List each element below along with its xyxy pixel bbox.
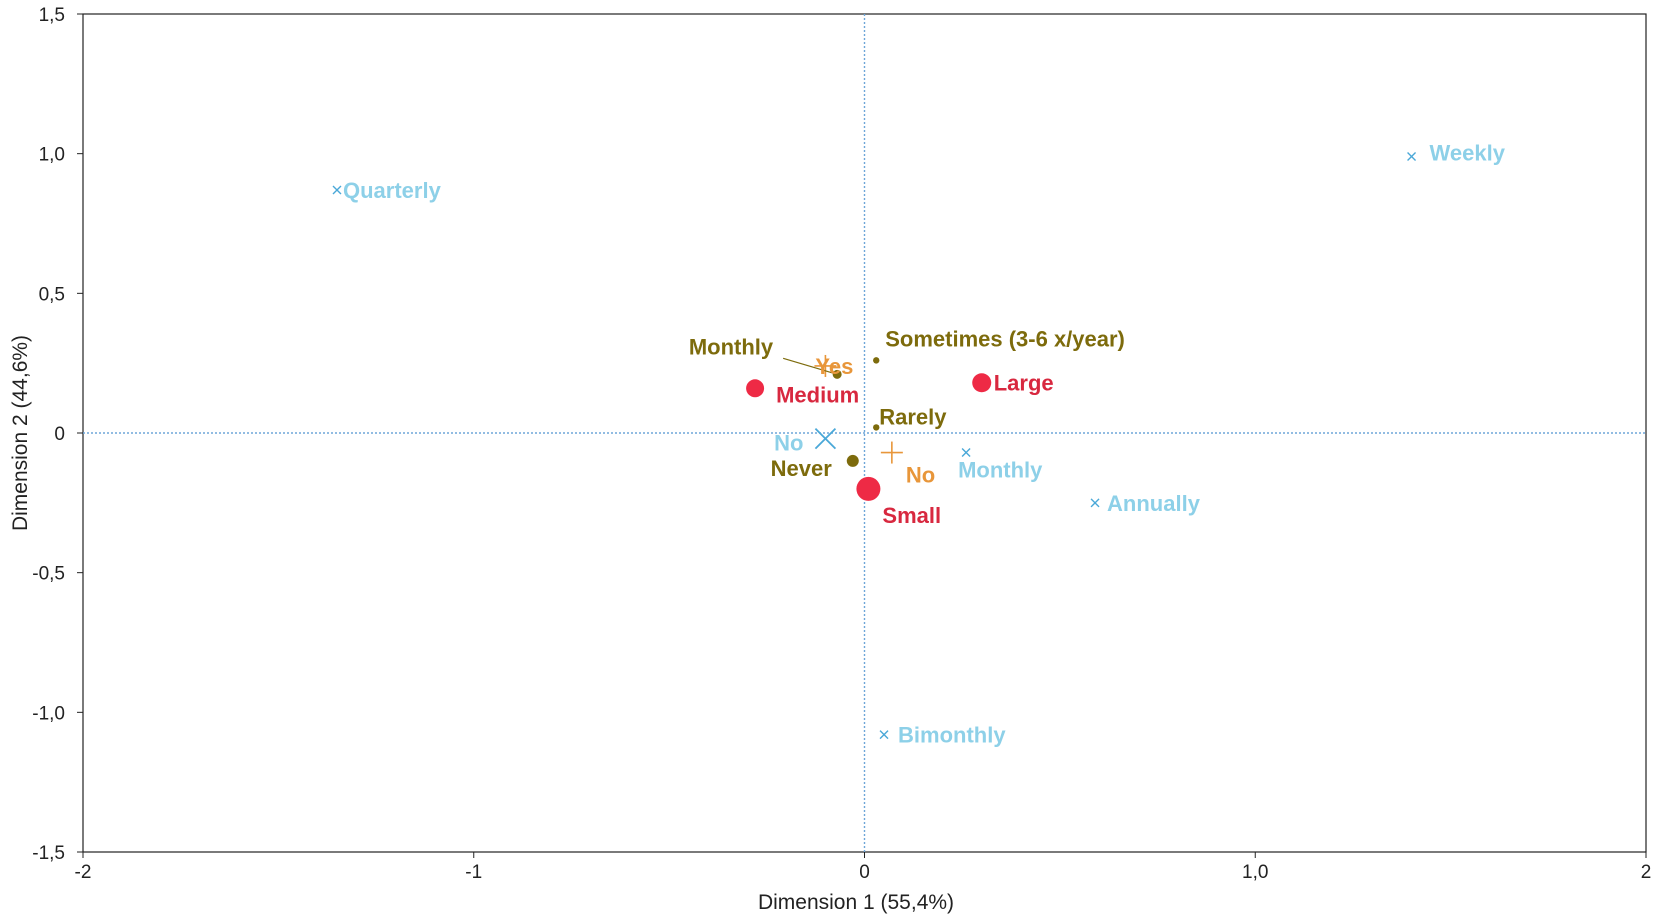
x-stroke	[1090, 498, 1100, 508]
occurrence-rarely-label: Rarely	[879, 404, 947, 429]
frequency-annually-marker	[1090, 498, 1100, 508]
x-stroke	[814, 427, 837, 450]
frequency-no-label: No	[774, 431, 803, 456]
y-tick-label: 0,5	[39, 284, 65, 305]
frequency-bimonthly-label: Bimonthly	[898, 723, 1006, 748]
occurrence-sometimes-3-6-x-year-label: Sometimes (3-6 x/year)	[885, 326, 1125, 351]
frequency-no-marker	[814, 427, 837, 450]
size-large-marker	[972, 373, 992, 393]
y-axis-title: Dimension 2 (44,6%)	[9, 335, 32, 531]
frequency-weekly-label: Weekly	[1430, 140, 1506, 165]
frequency-quarterly-marker	[332, 185, 342, 195]
size-small-label: Small	[882, 503, 941, 528]
occurrence-never-label: Never	[771, 456, 833, 481]
y-tick-label: 1,5	[39, 5, 65, 26]
x-stroke	[1407, 151, 1417, 161]
occurrence-never-marker	[846, 454, 859, 467]
y-tick-label: -0,5	[32, 564, 65, 585]
y-tick-label: -1,5	[32, 843, 65, 864]
size-medium-label: Medium	[776, 382, 859, 407]
y-tick-label: 0	[54, 424, 65, 445]
x-stroke	[332, 185, 342, 195]
yes-no-no-label: No	[906, 463, 935, 488]
y-tick-label: -1,0	[32, 703, 65, 724]
x-tick-label: -2	[75, 862, 92, 883]
frequency-quarterly-label: Quarterly	[343, 178, 442, 203]
size-large-label: Large	[994, 371, 1054, 396]
frequency-bimonthly-marker	[879, 730, 889, 740]
occurrence-monthly-leader	[782, 357, 838, 375]
x-axis-title: Dimension 1 (55,4%)	[758, 891, 954, 914]
size-medium-marker	[746, 379, 765, 398]
frequency-weekly-marker	[1407, 151, 1417, 161]
yes-no-yes-marker	[814, 354, 837, 377]
yes-no-yes-label: Yes	[815, 354, 853, 379]
occurrence-rarely-marker	[873, 424, 880, 431]
x-tick-label: 2	[1641, 862, 1652, 883]
frequency-monthly-label: Monthly	[958, 458, 1043, 483]
yes-no-no-marker	[880, 441, 903, 464]
x-tick-label: 1,0	[1242, 862, 1268, 883]
size-small-marker	[856, 476, 881, 501]
frequency-monthly-marker	[961, 448, 971, 458]
occurrence-monthly-label: Monthly	[689, 334, 774, 359]
x-tick-label: -1	[465, 862, 482, 883]
frequency-annually-label: Annually	[1107, 491, 1201, 516]
occurrence-sometimes-3-6-x-year-marker	[873, 357, 880, 364]
x-stroke	[961, 448, 971, 458]
x-stroke	[879, 730, 889, 740]
x-tick-label: 0	[859, 862, 870, 883]
y-tick-label: 1,0	[39, 145, 65, 166]
